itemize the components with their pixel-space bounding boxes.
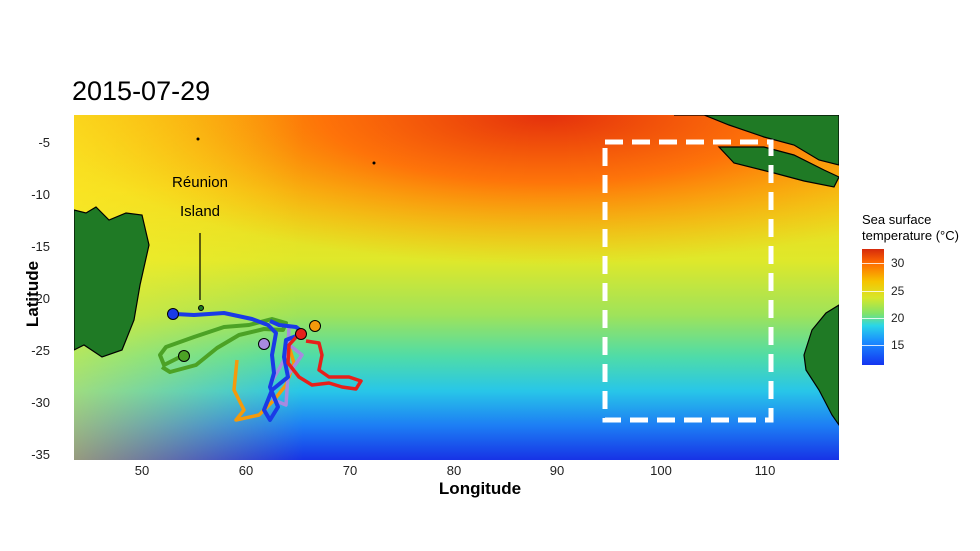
australia-land xyxy=(803,304,839,427)
y-tick-label: -10 xyxy=(31,187,50,202)
x-tick-label: 70 xyxy=(342,463,358,478)
track-start-blue xyxy=(167,308,179,320)
x-tick-label: 110 xyxy=(754,463,776,478)
y-tick-label: -30 xyxy=(31,395,50,410)
x-tick-label: 60 xyxy=(238,463,254,478)
legend-tick-mark xyxy=(862,263,884,264)
map-title: 2015-07-29 xyxy=(72,76,211,106)
x-tick-label: 50 xyxy=(134,463,150,478)
sst-map: Réunion Island xyxy=(74,115,839,460)
sumatra-land xyxy=(674,115,839,166)
legend-tick-mark xyxy=(862,291,884,292)
legend-tick-label: 30 xyxy=(891,256,905,270)
small-island xyxy=(372,161,376,165)
track-red xyxy=(286,331,363,391)
track-green xyxy=(158,317,288,374)
track-start-orange xyxy=(309,320,321,332)
y-tick-label: -25 xyxy=(31,343,50,358)
x-tick-label: 100 xyxy=(650,463,672,478)
legend-colorbar xyxy=(862,249,884,365)
x-axis-label: Longitude xyxy=(438,479,522,498)
reunion-label-line2: Island xyxy=(180,203,220,220)
reunion-label-line1: Réunion xyxy=(172,174,228,191)
study-area-box xyxy=(602,139,774,423)
legend-title-line2: temperature (°C) xyxy=(862,228,959,243)
x-tick-label: 80 xyxy=(446,463,462,478)
madagascar-land xyxy=(74,206,150,358)
track-start-purple xyxy=(258,338,270,350)
west-fade xyxy=(74,115,839,460)
reunion-island xyxy=(198,305,204,311)
legend-title-line1: Sea surface xyxy=(862,212,932,227)
track-start-green xyxy=(178,350,190,362)
x-tick-label: 90 xyxy=(549,463,565,478)
legend-title: Sea surface temperature (°C) xyxy=(862,212,959,244)
legend-tick-mark xyxy=(862,345,884,346)
small-island xyxy=(196,137,200,141)
legend-tick-label: 15 xyxy=(891,338,905,352)
y-tick-label: -5 xyxy=(38,135,50,150)
java-land xyxy=(717,146,839,188)
legend-tick-label: 25 xyxy=(891,284,905,298)
y-tick-label: -20 xyxy=(31,291,50,306)
legend-tick-mark xyxy=(862,318,884,319)
y-tick-label: -35 xyxy=(31,447,50,462)
y-tick-label: -15 xyxy=(31,239,50,254)
legend-tick-label: 20 xyxy=(891,311,905,325)
track-start-red xyxy=(295,328,307,340)
